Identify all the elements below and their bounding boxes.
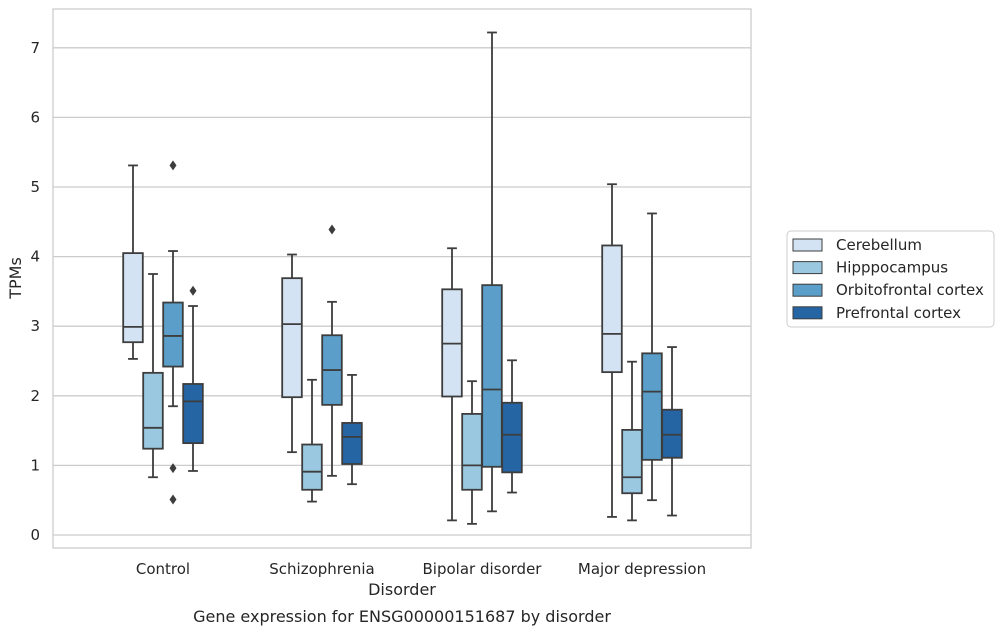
legend-swatch — [792, 261, 823, 275]
legend-label: Hipppocampus — [836, 259, 948, 277]
box-cerebellum-schizophrenia — [281, 253, 303, 454]
box-iqr — [182, 383, 204, 445]
outlier-point — [169, 494, 177, 505]
legend-label: Cerebellum — [836, 236, 922, 254]
box-iqr — [341, 422, 363, 465]
box-cerebellum-bipolar-disorder — [441, 247, 463, 522]
outlier-point — [169, 463, 177, 474]
box-prefrontal-cortex-bipolar-disorder — [501, 359, 523, 494]
outlier-point — [328, 224, 336, 235]
box-iqr — [481, 284, 503, 468]
legend-label: Orbitofrontal cortex — [836, 281, 984, 299]
y-tick-labels: 0 1 2 3 4 5 6 7 — [30, 39, 40, 544]
box-iqr — [281, 277, 303, 399]
gridlines — [53, 47, 751, 536]
box-prefrontal-cortex-control — [182, 285, 204, 472]
box-iqr — [641, 352, 663, 461]
box-iqr — [621, 429, 643, 495]
box-hipppocampus-control — [142, 273, 164, 479]
box-hipppocampus-major-depression — [621, 360, 643, 522]
y-tick-label: 2 — [30, 387, 40, 405]
y-tick-label: 5 — [30, 178, 40, 196]
box-hipppocampus-schizophrenia — [301, 378, 323, 503]
x-tick-label: Control — [136, 560, 190, 578]
box-cerebellum-major-depression — [601, 183, 623, 518]
box-orbitofrontal-cortex-major-depression — [641, 212, 663, 502]
legend-frame — [786, 230, 995, 328]
box-iqr — [162, 301, 184, 368]
box-hipppocampus-bipolar-disorder — [461, 380, 483, 525]
plot-frame — [52, 8, 752, 549]
box-cerebellum-control — [122, 164, 144, 360]
legend: Cerebellum Hipppocampus Orbitofrontal cort… — [786, 230, 995, 328]
outlier-point — [189, 285, 197, 296]
legend-label: Prefrontal cortex — [836, 304, 961, 322]
y-tick-label: 7 — [30, 39, 40, 57]
box-prefrontal-cortex-schizophrenia — [341, 374, 363, 486]
outlier-point — [169, 160, 177, 171]
y-axis-label: TPMs — [6, 257, 25, 300]
x-tick-label: Schizophrenia — [269, 560, 374, 578]
box-iqr — [661, 408, 683, 459]
legend-swatch — [792, 238, 823, 252]
x-axis-label: Disorder — [368, 580, 436, 599]
y-tick-label: 3 — [30, 317, 40, 335]
boxes — [122, 31, 683, 525]
y-tick-label: 6 — [30, 108, 40, 126]
legend-swatch — [792, 306, 823, 320]
legend-swatch — [792, 283, 823, 297]
x-tick-label: Bipolar disorder — [423, 560, 543, 578]
x-tick-labels: Control Schizophrenia Bipolar disorder Majo… — [136, 560, 706, 578]
box-orbitofrontal-cortex-bipolar-disorder — [481, 31, 503, 513]
chart-caption: Gene expression for ENSG00000151687 by d… — [193, 607, 611, 626]
y-tick-label: 1 — [30, 456, 40, 474]
box-prefrontal-cortex-major-depression — [661, 346, 683, 517]
box-iqr — [461, 412, 483, 491]
box-iqr — [301, 443, 323, 491]
box-iqr — [601, 244, 623, 374]
box-iqr — [122, 252, 144, 344]
box-orbitofrontal-cortex-schizophrenia — [321, 224, 343, 477]
x-tick-label: Major depression — [578, 560, 706, 578]
y-tick-label: 0 — [30, 526, 40, 544]
box-iqr — [501, 401, 523, 474]
y-tick-label: 4 — [30, 248, 40, 266]
box-orbitofrontal-cortex-control — [162, 160, 184, 505]
box-iqr — [142, 371, 164, 450]
